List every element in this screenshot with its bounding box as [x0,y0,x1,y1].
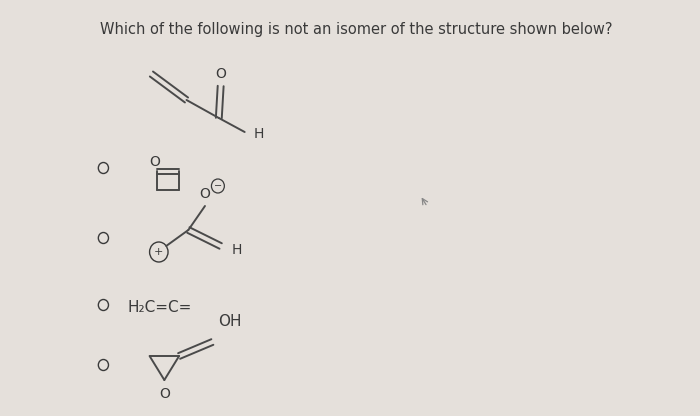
Text: +: + [154,247,164,257]
Text: OH: OH [218,314,241,329]
Text: H₂C=C=: H₂C=C= [127,300,192,315]
Text: H: H [232,243,242,257]
Text: Which of the following is not an isomer of the structure shown below?: Which of the following is not an isomer … [99,22,612,37]
Text: O: O [215,67,226,81]
Text: −: − [214,181,222,191]
Text: O: O [199,187,211,201]
Text: H: H [254,127,265,141]
Text: O: O [150,155,160,169]
Text: O: O [159,387,170,401]
